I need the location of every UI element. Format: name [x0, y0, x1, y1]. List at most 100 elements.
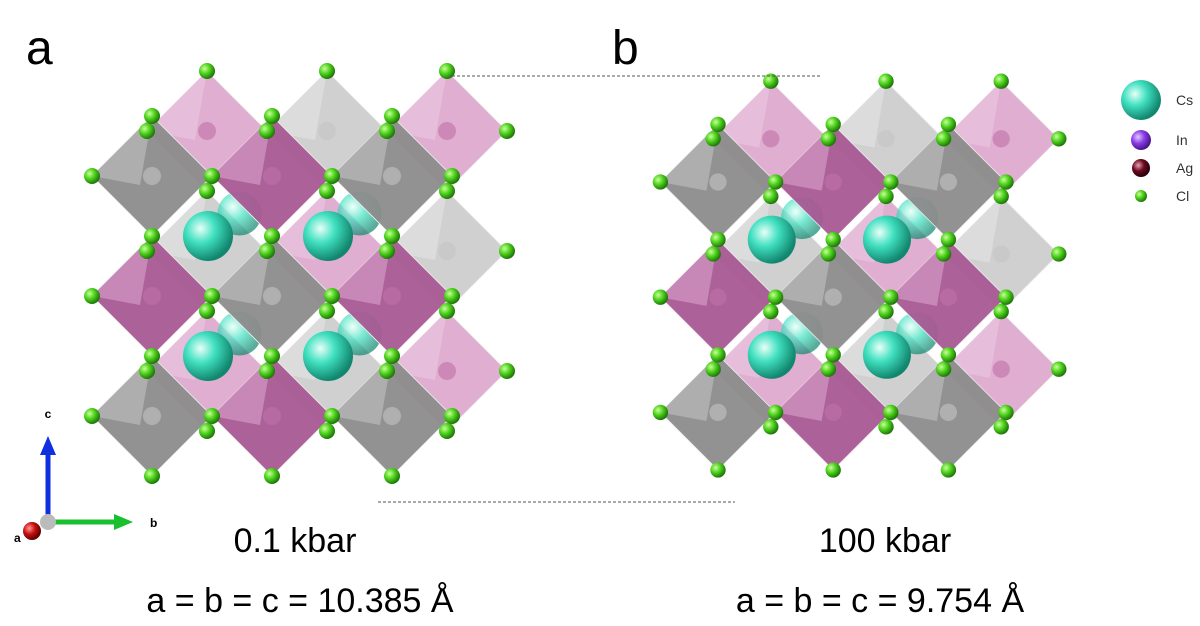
- cl-atom: [994, 74, 1009, 89]
- cs-atom: [748, 331, 796, 379]
- center-atom: [993, 130, 1010, 147]
- center-atom: [143, 167, 161, 185]
- axis-a: [23, 522, 41, 540]
- legend-label: Cl: [1176, 188, 1189, 204]
- cl-atom: [768, 405, 783, 420]
- cl-atom: [994, 304, 1009, 319]
- cl-atom: [384, 228, 400, 244]
- cl-atom: [439, 423, 455, 439]
- cl-atom: [1051, 246, 1066, 261]
- axis-arrow-head: [114, 514, 133, 530]
- cl-atom: [379, 363, 395, 379]
- legend-label: Ag: [1176, 160, 1193, 176]
- cl-atom: [499, 123, 515, 139]
- cl-atom: [139, 243, 155, 259]
- cl-atom: [259, 123, 275, 139]
- legend: Cs In Ag Cl: [1121, 80, 1193, 204]
- cl-atom: [941, 462, 956, 477]
- panel-label: a: [26, 22, 53, 75]
- center-atom: [993, 245, 1010, 262]
- cl-atom: [264, 468, 280, 484]
- cl-atom: [878, 189, 893, 204]
- cl-atom: [826, 117, 841, 132]
- cl-atom: [384, 108, 400, 124]
- cl-atom: [319, 423, 335, 439]
- cl-atom: [763, 419, 778, 434]
- cl-atom: [259, 363, 275, 379]
- cl-atom: [883, 174, 898, 189]
- cl-atom: [653, 405, 668, 420]
- cs-atom: [303, 211, 353, 261]
- cl-atom: [444, 408, 460, 424]
- cl-atom: [878, 74, 893, 89]
- lattice: a = b = c = 9.754 Å: [736, 582, 1025, 620]
- cl-atom: [826, 232, 841, 247]
- cl-atom: [710, 347, 725, 362]
- center-atom: [318, 122, 336, 140]
- cl-atom: [710, 117, 725, 132]
- cl-atom: [653, 290, 668, 305]
- cs-atom: [863, 216, 911, 264]
- cs-atom: [863, 331, 911, 379]
- cl-atom: [199, 63, 215, 79]
- center-atom: [263, 287, 281, 305]
- center-atom: [825, 173, 842, 190]
- cl-atom: [439, 63, 455, 79]
- center-atom: [263, 407, 281, 425]
- center-atom: [940, 404, 957, 421]
- cl-atom: [319, 63, 335, 79]
- cs-atom: [748, 216, 796, 264]
- center-atom: [438, 242, 456, 260]
- center-atom: [993, 361, 1010, 378]
- cl-atom: [706, 246, 721, 261]
- center-atom: [143, 287, 161, 305]
- cl-atom: [84, 408, 100, 424]
- cl-atom: [264, 108, 280, 124]
- cl-atom: [139, 363, 155, 379]
- axis-label: b: [150, 516, 157, 530]
- cl-atom: [936, 131, 951, 146]
- cl-atom: [821, 131, 836, 146]
- cl-atom: [319, 183, 335, 199]
- cs-atom: [183, 211, 233, 261]
- cl-atom: [941, 117, 956, 132]
- center-atom: [263, 167, 281, 185]
- cl-atom: [883, 405, 898, 420]
- legend-label: Cs: [1176, 92, 1193, 108]
- axis-origin: [40, 514, 56, 530]
- cl-atom: [994, 419, 1009, 434]
- cl-atom: [384, 348, 400, 364]
- cl-atom: [199, 423, 215, 439]
- legend-swatch: [1121, 80, 1161, 120]
- cl-atom: [144, 228, 160, 244]
- cl-atom: [768, 174, 783, 189]
- cl-atom: [706, 131, 721, 146]
- lattice: a = b = c = 10.385 Å: [146, 582, 454, 620]
- cl-atom: [264, 228, 280, 244]
- pressure: 0.1 kbar: [234, 522, 357, 560]
- cl-atom: [379, 243, 395, 259]
- cl-atom: [84, 288, 100, 304]
- cl-atom: [936, 362, 951, 377]
- cl-atom: [883, 290, 898, 305]
- center-atom: [709, 289, 726, 306]
- cl-atom: [499, 243, 515, 259]
- cl-atom: [941, 347, 956, 362]
- cl-atom: [379, 123, 395, 139]
- cl-atom: [204, 408, 220, 424]
- center-atom: [825, 404, 842, 421]
- center-atom: [143, 407, 161, 425]
- cl-atom: [710, 232, 725, 247]
- cl-atom: [821, 362, 836, 377]
- cl-atom: [941, 232, 956, 247]
- cl-atom: [998, 405, 1013, 420]
- center-atom: [940, 173, 957, 190]
- cl-atom: [826, 462, 841, 477]
- center-atom: [709, 173, 726, 190]
- cl-atom: [144, 108, 160, 124]
- cl-atom: [821, 246, 836, 261]
- center-atom: [383, 287, 401, 305]
- center-atom: [438, 362, 456, 380]
- axis-label: a: [14, 531, 21, 545]
- legend-swatch: [1131, 130, 1151, 150]
